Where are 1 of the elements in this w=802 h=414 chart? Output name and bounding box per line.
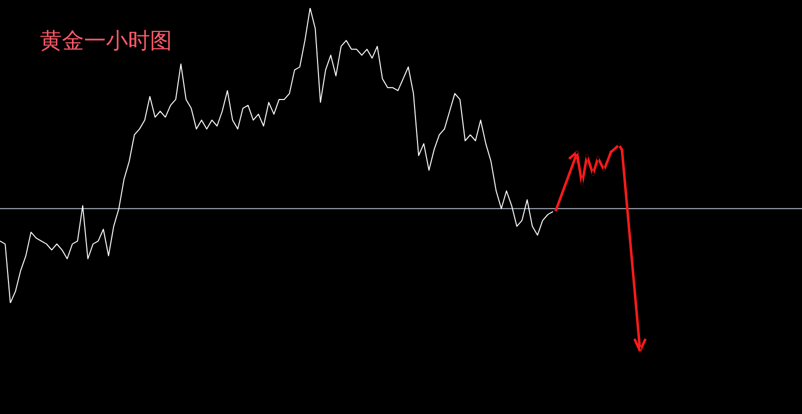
text: 黄金一小时图 — [40, 28, 172, 56]
